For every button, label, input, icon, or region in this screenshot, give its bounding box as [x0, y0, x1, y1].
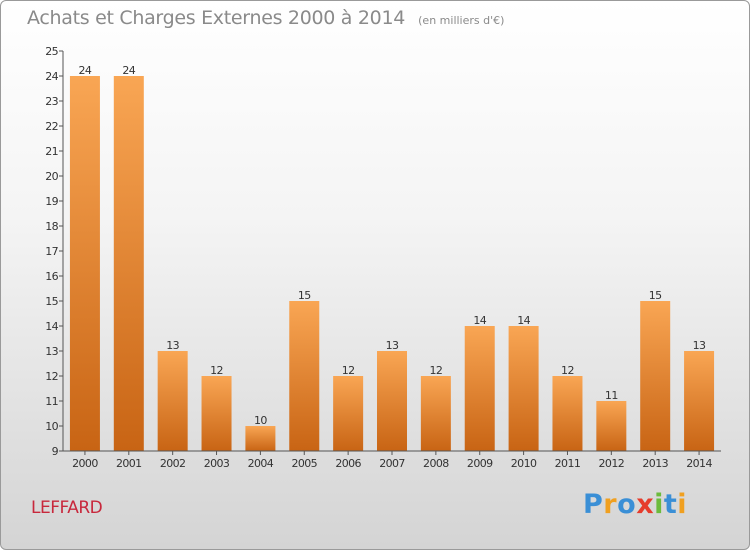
y-tick-label: 9 — [52, 445, 59, 458]
data-label: 24 — [79, 64, 92, 77]
x-tick-label: 2007 — [379, 457, 405, 470]
data-label: 14 — [473, 314, 486, 327]
bar — [552, 376, 583, 451]
data-label: 13 — [386, 339, 399, 352]
x-tick-label: 2000 — [72, 457, 98, 470]
logo-letter: t — [663, 489, 678, 520]
y-tick-label: 23 — [45, 95, 58, 108]
x-tick-label: 2003 — [204, 457, 230, 470]
bar — [113, 76, 144, 451]
logo-letter: i — [677, 489, 688, 520]
x-tick-label: 2014 — [686, 457, 712, 470]
x-tick-label: 2004 — [248, 457, 274, 470]
y-tick-label: 10 — [45, 420, 58, 433]
y-tick-label: 19 — [45, 195, 58, 208]
logo-letter: r — [603, 489, 618, 520]
data-label: 15 — [298, 289, 311, 302]
y-tick-label: 16 — [45, 270, 58, 283]
data-label: 13 — [166, 339, 179, 352]
y-tick-label: 15 — [45, 295, 58, 308]
data-label: 13 — [693, 339, 706, 352]
y-tick-label: 17 — [45, 245, 58, 258]
x-tick-label: 2005 — [291, 457, 317, 470]
data-label: 12 — [429, 364, 442, 377]
chart-title: Achats et Charges Externes 2000 à 2014 — [27, 7, 406, 29]
bar — [245, 426, 276, 451]
y-tick-label: 13 — [45, 345, 58, 358]
y-tick-label: 11 — [45, 395, 58, 408]
y-tick-label: 20 — [45, 170, 58, 183]
bar — [333, 376, 364, 451]
y-tick-label: 25 — [45, 45, 58, 58]
x-tick-label: 2001 — [116, 457, 142, 470]
x-tick-label: 2011 — [555, 457, 581, 470]
x-tick-label: 2008 — [423, 457, 449, 470]
data-label: 12 — [342, 364, 355, 377]
logo-letter: P — [583, 489, 604, 520]
bar — [640, 301, 671, 451]
axis-layer: 9 10 11 12 13 14 15 16 17 18 19 20 21 22 23 24 25 2000 200… — [45, 45, 721, 470]
bar — [684, 351, 715, 451]
data-label: 24 — [122, 64, 135, 77]
data-label: 10 — [254, 414, 267, 427]
x-tick-label: 2013 — [642, 457, 668, 470]
data-label: 11 — [605, 389, 618, 402]
data-label: 12 — [561, 364, 574, 377]
x-tick-label: 2009 — [467, 457, 493, 470]
y-tick-label: 18 — [45, 220, 58, 233]
data-label: 12 — [210, 364, 223, 377]
logo-letter: x — [636, 489, 655, 520]
bar — [420, 376, 451, 451]
bar — [289, 301, 320, 451]
commune-name: LEFFARD — [31, 498, 103, 518]
y-tick-label: 14 — [45, 320, 58, 333]
x-tick-label: 2010 — [511, 457, 537, 470]
y-tick-label: 12 — [45, 370, 58, 383]
logo-letter: o — [617, 489, 637, 520]
bar — [508, 326, 539, 451]
data-label: 15 — [649, 289, 662, 302]
bar — [157, 351, 188, 451]
bar — [69, 76, 100, 451]
y-tick-label: 22 — [45, 120, 58, 133]
y-tick-label: 21 — [45, 145, 58, 158]
x-tick-label: 2012 — [599, 457, 625, 470]
data-label: 14 — [517, 314, 530, 327]
y-tick-label: 24 — [45, 70, 58, 83]
bar — [201, 376, 232, 451]
x-tick-label: 2002 — [160, 457, 186, 470]
logo-letter: i — [654, 489, 664, 520]
bar — [377, 351, 407, 451]
chart-subtitle: (en milliers d'€) — [418, 14, 505, 27]
bar — [596, 401, 627, 451]
x-tick-label: 2006 — [335, 457, 361, 470]
proxiti-logo[interactable]: Proxiti — [583, 489, 687, 520]
bar — [464, 326, 495, 451]
bars-layer: 24 24 13 12 10 15 12 13 12 14 14 12 11 15 13 — [69, 64, 715, 451]
title-row: Achats et Charges Externes 2000 à 2014 (… — [27, 7, 504, 29]
